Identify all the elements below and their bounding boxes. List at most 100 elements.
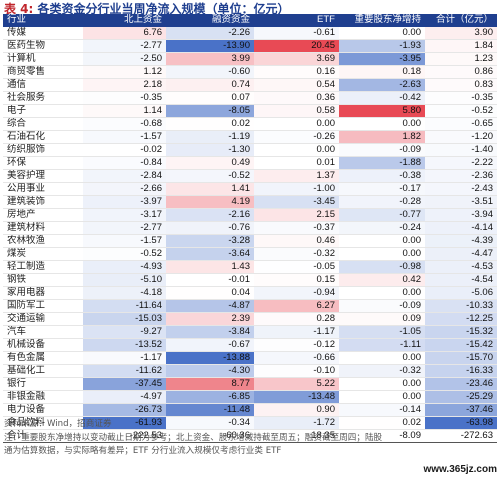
industry-cell: 非银金融 xyxy=(3,390,83,405)
value-cell: 0.00 xyxy=(339,286,425,301)
value-cell: -0.28 xyxy=(339,195,425,210)
industry-cell: 建筑装饰 xyxy=(3,195,83,210)
value-cell: -0.52 xyxy=(83,247,166,262)
value-cell: -37.45 xyxy=(83,377,166,392)
value-cell: 0.83 xyxy=(425,78,497,93)
value-cell: -2.77 xyxy=(83,39,166,54)
industry-cell: 电子 xyxy=(3,104,83,119)
table-title: 表 4: 各类资金分行业当周净流入规模（单位：亿元） xyxy=(4,2,290,16)
value-cell: 0.16 xyxy=(254,65,339,80)
value-cell: -4.39 xyxy=(425,234,497,249)
value-cell: 0.00 xyxy=(339,390,425,405)
table-row: 美容护理 -2.84 -0.52 1.37 -0.38 -2.36 xyxy=(3,169,497,184)
value-cell: -15.70 xyxy=(425,351,497,366)
table-row: 非银金融 -4.97 -6.85 -13.48 0.00 -25.29 xyxy=(3,390,497,405)
value-cell: -3.84 xyxy=(166,325,254,340)
table-row: 社会服务 -0.35 0.07 0.36 -0.42 -0.35 xyxy=(3,91,497,106)
table-row: 环保 -0.84 0.49 0.01 -1.88 -2.22 xyxy=(3,156,497,171)
value-cell: 0.00 xyxy=(339,247,425,262)
table-row: 建筑材料 -2.77 -0.76 -0.37 -0.24 -4.14 xyxy=(3,221,497,236)
value-cell: -1.20 xyxy=(425,130,497,145)
industry-cell: 机械设备 xyxy=(3,338,83,353)
value-cell: 6.76 xyxy=(83,26,166,41)
table-row: 农林牧渔 -1.57 -3.28 0.46 0.00 -4.39 xyxy=(3,234,497,249)
value-cell: -0.61 xyxy=(254,26,339,41)
table-row: 传媒 6.76 -2.26 -0.61 0.00 3.90 xyxy=(3,26,497,41)
value-cell: -11.62 xyxy=(83,364,166,379)
industry-cell: 医药生物 xyxy=(3,39,83,54)
column-header: ETF xyxy=(254,14,339,28)
value-cell: 0.74 xyxy=(166,78,254,93)
industry-cell: 基础化工 xyxy=(3,364,83,379)
table-row: 有色金属 -1.17 -13.88 -0.66 0.00 -15.70 xyxy=(3,351,497,366)
value-cell: 0.04 xyxy=(166,286,254,301)
value-cell: -3.51 xyxy=(425,195,497,210)
value-cell: -1.17 xyxy=(254,325,339,340)
value-cell: -0.94 xyxy=(254,286,339,301)
value-cell: -12.25 xyxy=(425,312,497,327)
value-cell: 0.00 xyxy=(339,117,425,132)
value-cell: 0.42 xyxy=(339,273,425,288)
value-cell: -1.88 xyxy=(339,156,425,171)
column-header: 北上资金 xyxy=(83,14,166,28)
value-cell: 0.00 xyxy=(339,26,425,41)
value-cell: 0.02 xyxy=(339,416,425,431)
column-header: 融资资金 xyxy=(166,14,254,28)
industry-cell: 传媒 xyxy=(3,26,83,41)
column-header: 重要股东净增持 xyxy=(339,14,425,28)
value-cell: -1.40 xyxy=(425,143,497,158)
value-cell: -0.77 xyxy=(339,208,425,223)
value-cell: 0.00 xyxy=(339,234,425,249)
value-cell: -3.28 xyxy=(166,234,254,249)
industry-cell: 计算机 xyxy=(3,52,83,67)
value-cell: -0.12 xyxy=(254,338,339,353)
value-cell: -0.52 xyxy=(425,104,497,119)
table-row: 银行 -37.45 8.77 5.22 0.00 -23.46 xyxy=(3,377,497,392)
value-cell: -13.90 xyxy=(166,39,254,54)
value-cell: -0.52 xyxy=(166,169,254,184)
value-cell: -0.66 xyxy=(254,351,339,366)
value-cell: 1.84 xyxy=(425,39,497,54)
value-cell: -2.77 xyxy=(83,221,166,236)
table-row: 通信 2.18 0.74 0.54 -2.63 0.83 xyxy=(3,78,497,93)
value-cell: -2.66 xyxy=(83,182,166,197)
table-row: 商贸零售 1.12 -0.60 0.16 0.18 0.86 xyxy=(3,65,497,80)
value-cell: -0.68 xyxy=(83,117,166,132)
value-cell: -0.05 xyxy=(254,260,339,275)
table-row: 钢铁 -5.10 -0.01 0.15 0.42 -4.54 xyxy=(3,273,497,288)
value-cell: 0.15 xyxy=(254,273,339,288)
value-cell: -0.98 xyxy=(339,260,425,275)
value-cell: -3.97 xyxy=(83,195,166,210)
value-cell: 0.46 xyxy=(254,234,339,249)
value-cell: -26.73 xyxy=(83,403,166,418)
column-header: 行业 xyxy=(3,14,83,28)
industry-cell: 电力设备 xyxy=(3,403,83,418)
value-cell: -5.10 xyxy=(83,273,166,288)
value-cell: -1.00 xyxy=(254,182,339,197)
value-cell: 0.00 xyxy=(339,377,425,392)
table-row: 纺织服饰 -0.02 -1.30 0.00 -0.09 -1.40 xyxy=(3,143,497,158)
value-cell: -4.18 xyxy=(83,286,166,301)
value-cell: -1.05 xyxy=(339,325,425,340)
industry-cell: 轻工制造 xyxy=(3,260,83,275)
value-cell: -2.26 xyxy=(166,26,254,41)
value-cell: 2.39 xyxy=(166,312,254,327)
value-cell: -0.37 xyxy=(254,221,339,236)
table-row: 建筑装饰 -3.97 4.19 -3.45 -0.28 -3.51 xyxy=(3,195,497,210)
value-cell: 1.23 xyxy=(425,52,497,67)
table-row: 综合 -0.68 0.02 0.00 0.00 -0.65 xyxy=(3,117,497,132)
value-cell: -10.33 xyxy=(425,299,497,314)
value-cell: 2.18 xyxy=(83,78,166,93)
total-value: 18.35 xyxy=(254,429,339,444)
value-cell: -2.50 xyxy=(83,52,166,67)
value-cell: 4.19 xyxy=(166,195,254,210)
value-cell: 1.37 xyxy=(254,169,339,184)
value-cell: 0.00 xyxy=(254,117,339,132)
value-cell: 1.82 xyxy=(339,130,425,145)
value-cell: -0.17 xyxy=(339,182,425,197)
value-cell: 0.58 xyxy=(254,104,339,119)
value-cell: 8.77 xyxy=(166,377,254,392)
value-cell: -0.38 xyxy=(339,169,425,184)
value-cell: -6.85 xyxy=(166,390,254,405)
value-cell: 0.28 xyxy=(254,312,339,327)
